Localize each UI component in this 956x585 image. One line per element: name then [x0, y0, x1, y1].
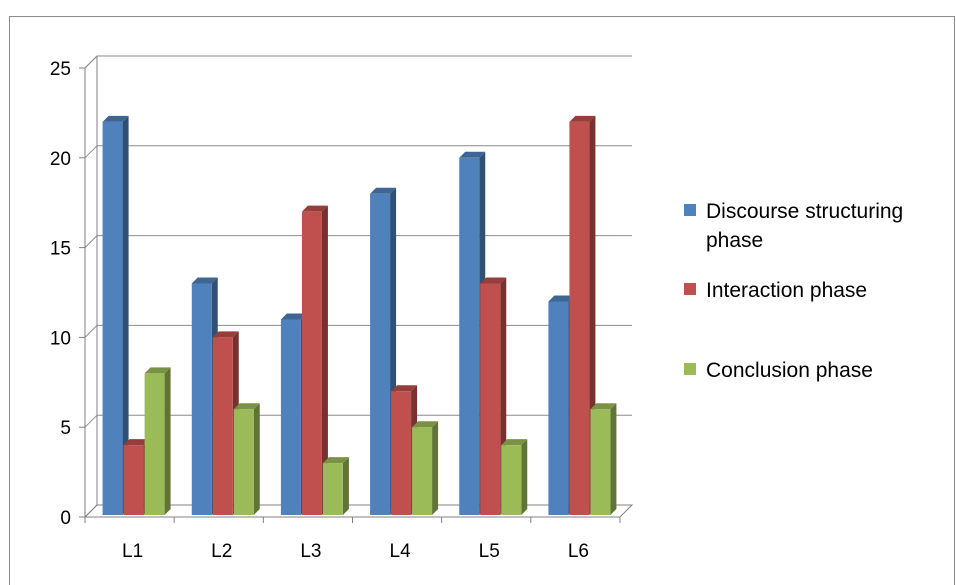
- x-tick-label: L5: [479, 541, 500, 562]
- bar-top: [191, 277, 218, 284]
- bar: [301, 211, 322, 515]
- legend-swatch: [684, 204, 696, 216]
- bar: [548, 301, 569, 515]
- bar: [212, 337, 233, 515]
- chart-walls: [84, 55, 98, 505]
- y-tick-label: 0: [60, 508, 71, 529]
- bar: [412, 427, 433, 515]
- bar-top: [102, 115, 129, 122]
- y-tick-label: 25: [50, 59, 71, 80]
- gridline-side: [84, 145, 98, 159]
- bar-side: [122, 115, 129, 515]
- bar-top: [569, 115, 596, 122]
- x-axis-ticks: L1 L2 L3 L4 L5 L6: [122, 541, 589, 562]
- bar-top: [212, 331, 239, 338]
- bar: [102, 121, 123, 515]
- bar-side: [164, 367, 171, 515]
- axes: [79, 67, 634, 523]
- bar: [391, 391, 412, 515]
- bar-side: [253, 403, 260, 515]
- x-tick-label: L3: [300, 541, 321, 562]
- bar-top: [501, 439, 528, 446]
- bars: [102, 115, 617, 516]
- x-tick-label: L1: [122, 541, 143, 562]
- legend: Discourse structuring phase Interaction ph…: [684, 200, 903, 382]
- y-tick-label: 10: [50, 328, 71, 349]
- bar: [480, 283, 501, 515]
- legend-label: Discourse structuring: [706, 200, 903, 223]
- bar: [569, 121, 590, 515]
- y-tick-label: 5: [60, 418, 71, 439]
- bar-top: [301, 205, 328, 212]
- bar: [590, 409, 611, 515]
- bar-side: [321, 205, 328, 515]
- bar-side: [521, 439, 528, 515]
- gridline-side: [84, 325, 98, 338]
- legend-label: Interaction phase: [706, 279, 867, 302]
- gridline-side: [84, 235, 98, 248]
- legend-label: phase: [706, 229, 763, 252]
- bar-top: [412, 421, 439, 428]
- chart-frame: [9, 16, 955, 585]
- bar-side: [610, 403, 617, 515]
- bar: [459, 157, 480, 516]
- legend-label: Conclusion phase: [706, 359, 873, 382]
- bar-top: [233, 403, 260, 410]
- bar: [144, 373, 165, 515]
- gridline-side: [84, 414, 98, 428]
- bar-top: [548, 295, 575, 302]
- legend-swatch: [684, 283, 696, 295]
- bar-top: [459, 151, 486, 158]
- y-tick-label: 20: [50, 149, 71, 170]
- gridline-side: [84, 55, 98, 69]
- bar-top: [123, 439, 150, 446]
- bar: [501, 445, 522, 515]
- bar-top: [322, 457, 349, 464]
- bar-top: [480, 277, 507, 284]
- bar-top: [144, 367, 171, 374]
- bar-top: [370, 187, 397, 194]
- legend-swatch: [684, 363, 696, 375]
- bar: [370, 193, 391, 515]
- y-tick-label: 15: [50, 239, 71, 260]
- bar: [280, 319, 301, 515]
- y-axis-ticks: 0 5 10 15 20 25: [50, 59, 71, 529]
- bar: [191, 283, 212, 515]
- x-tick-label: L4: [390, 541, 412, 562]
- bar-side: [432, 421, 439, 515]
- bar-top: [590, 403, 617, 410]
- x-tick-label: L6: [568, 541, 589, 562]
- floor-edge: [84, 504, 634, 518]
- bar: [123, 445, 144, 515]
- bar: [233, 409, 254, 515]
- bar-top: [280, 313, 307, 320]
- bar-side: [342, 457, 349, 515]
- x-tick-label: L2: [211, 541, 232, 562]
- bar-top: [391, 385, 418, 392]
- bar: [322, 463, 343, 515]
